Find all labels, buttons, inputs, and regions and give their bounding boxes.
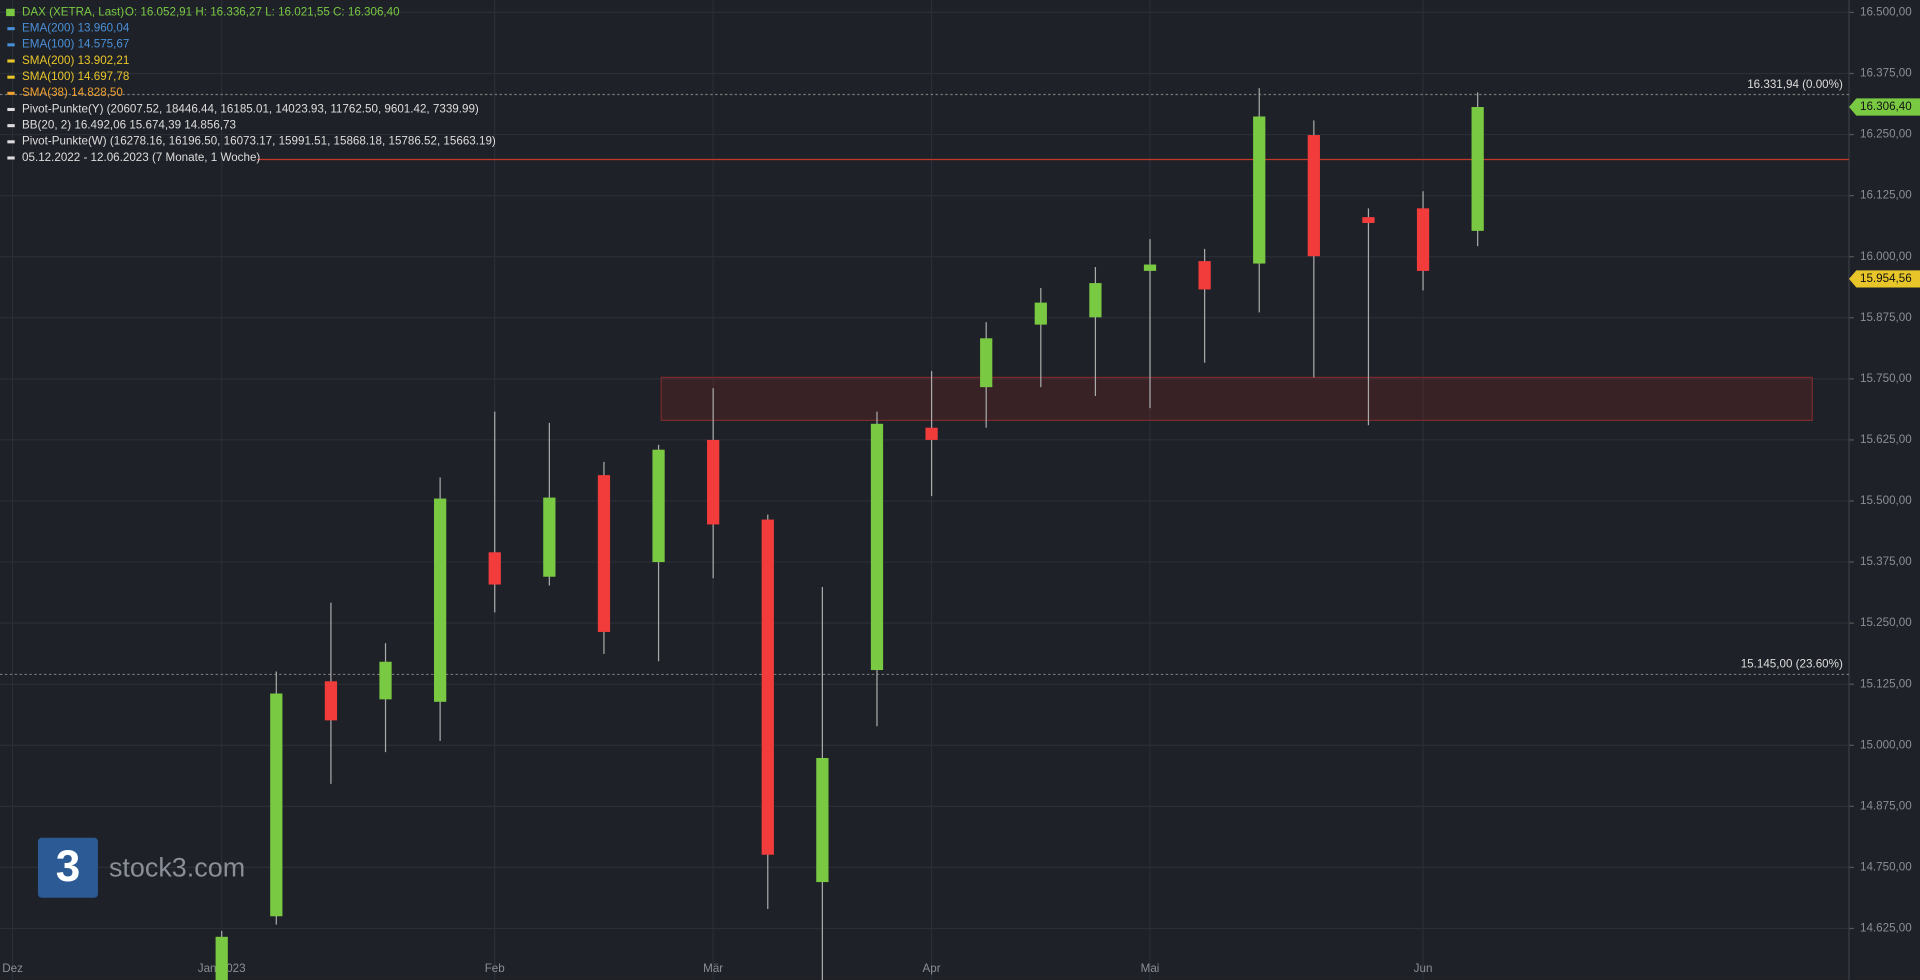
y-tick-label: 14.750,00 (1860, 861, 1912, 874)
x-tick-label: Jun (1414, 962, 1433, 975)
logo: 3 stock3.com (37, 837, 245, 898)
candle-body (1471, 107, 1484, 231)
candle-body (1253, 116, 1266, 264)
candle-body (652, 449, 665, 563)
y-tick-label: 16.000,00 (1860, 250, 1912, 263)
y-tick-label: 16.500,00 (1860, 5, 1912, 18)
logo-box (37, 837, 98, 898)
legend-entry: Pivot-Punkte(W) (16278.16, 16196.50, 160… (22, 135, 496, 148)
legend-entry: EMA(100) 14.575,67 (22, 38, 129, 51)
x-tick-label: Mär (703, 962, 723, 975)
candle-body (1198, 261, 1211, 290)
level-label: 16.331,94 (0.00%) (1747, 78, 1843, 91)
candle-body (434, 498, 447, 702)
legend-entry: SMA(200) 13.902,21 (22, 54, 129, 67)
header-title: DAX (XETRA, Last) (22, 6, 124, 19)
legend-swatch (7, 140, 15, 144)
y-tick-label: 16.250,00 (1860, 128, 1912, 141)
legend-entry: Pivot-Punkte(Y) (20607.52, 18446.44, 161… (22, 102, 479, 115)
legend: DAX (XETRA, Last) O: 16.052,91 H: 16.336,… (6, 6, 496, 164)
logo-text: stock3.com (109, 853, 245, 883)
legend-icon (6, 8, 15, 17)
legend-entry: SMA(100) 14.697,78 (22, 70, 129, 83)
legend-entry: BB(20, 2) 16.492,06 15.674,39 14.856,73 (22, 118, 236, 131)
y-tick-label: 14.625,00 (1860, 922, 1912, 935)
candle-body (597, 475, 611, 632)
legend-swatch (7, 91, 15, 95)
candle-body (1362, 217, 1375, 223)
candle-body (488, 552, 501, 585)
legend-swatch (7, 59, 15, 63)
logo-mark: 3 (56, 842, 81, 891)
candle-body (379, 661, 392, 700)
legend-entry: SMA(38) 14.828,50 (22, 86, 123, 99)
support-zone (660, 376, 1813, 421)
legend-swatch (7, 156, 15, 160)
candle-body (543, 497, 556, 577)
candle-body (816, 757, 829, 883)
candle-body (270, 693, 283, 917)
candle-body (1143, 264, 1157, 271)
x-tick-label: Feb (485, 962, 505, 975)
candle-body (215, 936, 228, 980)
x-tick-label: Mai (1141, 962, 1160, 975)
header-ohlc: O: 16.052,91 H: 16.336,27 L: 16.021,55 C… (125, 6, 400, 19)
y-tick-label: 15.625,00 (1860, 433, 1912, 446)
legend-entry: 05.12.2022 - 12.06.2023 (7 Monate, 1 Woc… (22, 151, 260, 164)
price-tag (1848, 98, 1920, 116)
y-tick-label: 15.000,00 (1860, 738, 1912, 751)
candle-body (324, 681, 338, 721)
y-tick-label: 16.375,00 (1860, 67, 1912, 80)
candle-body (925, 427, 938, 440)
y-tick-label: 16.125,00 (1860, 189, 1912, 202)
legend-swatch (7, 107, 15, 112)
x-tick-label: Apr (923, 962, 941, 975)
legend-swatch (7, 43, 15, 47)
candle-body (1416, 208, 1430, 271)
candle-body (707, 439, 720, 525)
legend-swatch (7, 27, 15, 31)
legend-entry: EMA(200) 13.960,04 (22, 21, 130, 34)
candle-body (1089, 283, 1102, 318)
price-tag-label: 16.306,40 (1860, 100, 1912, 113)
y-tick-label: 15.500,00 (1860, 494, 1912, 507)
candle-body (980, 338, 993, 388)
candle-body (1307, 135, 1320, 257)
y-tick-label: 15.125,00 (1860, 677, 1912, 690)
legend-swatch (7, 124, 15, 128)
price-tag (1848, 270, 1920, 288)
y-tick-label: 15.750,00 (1860, 372, 1912, 385)
level-label: 15.145,00 (23.60%) (1741, 658, 1843, 671)
candle-body (870, 423, 884, 671)
y-tick-label: 15.875,00 (1860, 311, 1912, 324)
x-tick-label: Dez (2, 962, 23, 975)
y-tick-label: 14.875,00 (1860, 799, 1912, 812)
y-tick-label: 15.375,00 (1860, 555, 1912, 568)
price-tag-label: 15.954,56 (1860, 272, 1912, 285)
legend-swatch (7, 75, 15, 79)
candle-body (1034, 302, 1047, 325)
y-tick-label: 15.250,00 (1860, 616, 1912, 629)
candle-body (761, 519, 774, 855)
